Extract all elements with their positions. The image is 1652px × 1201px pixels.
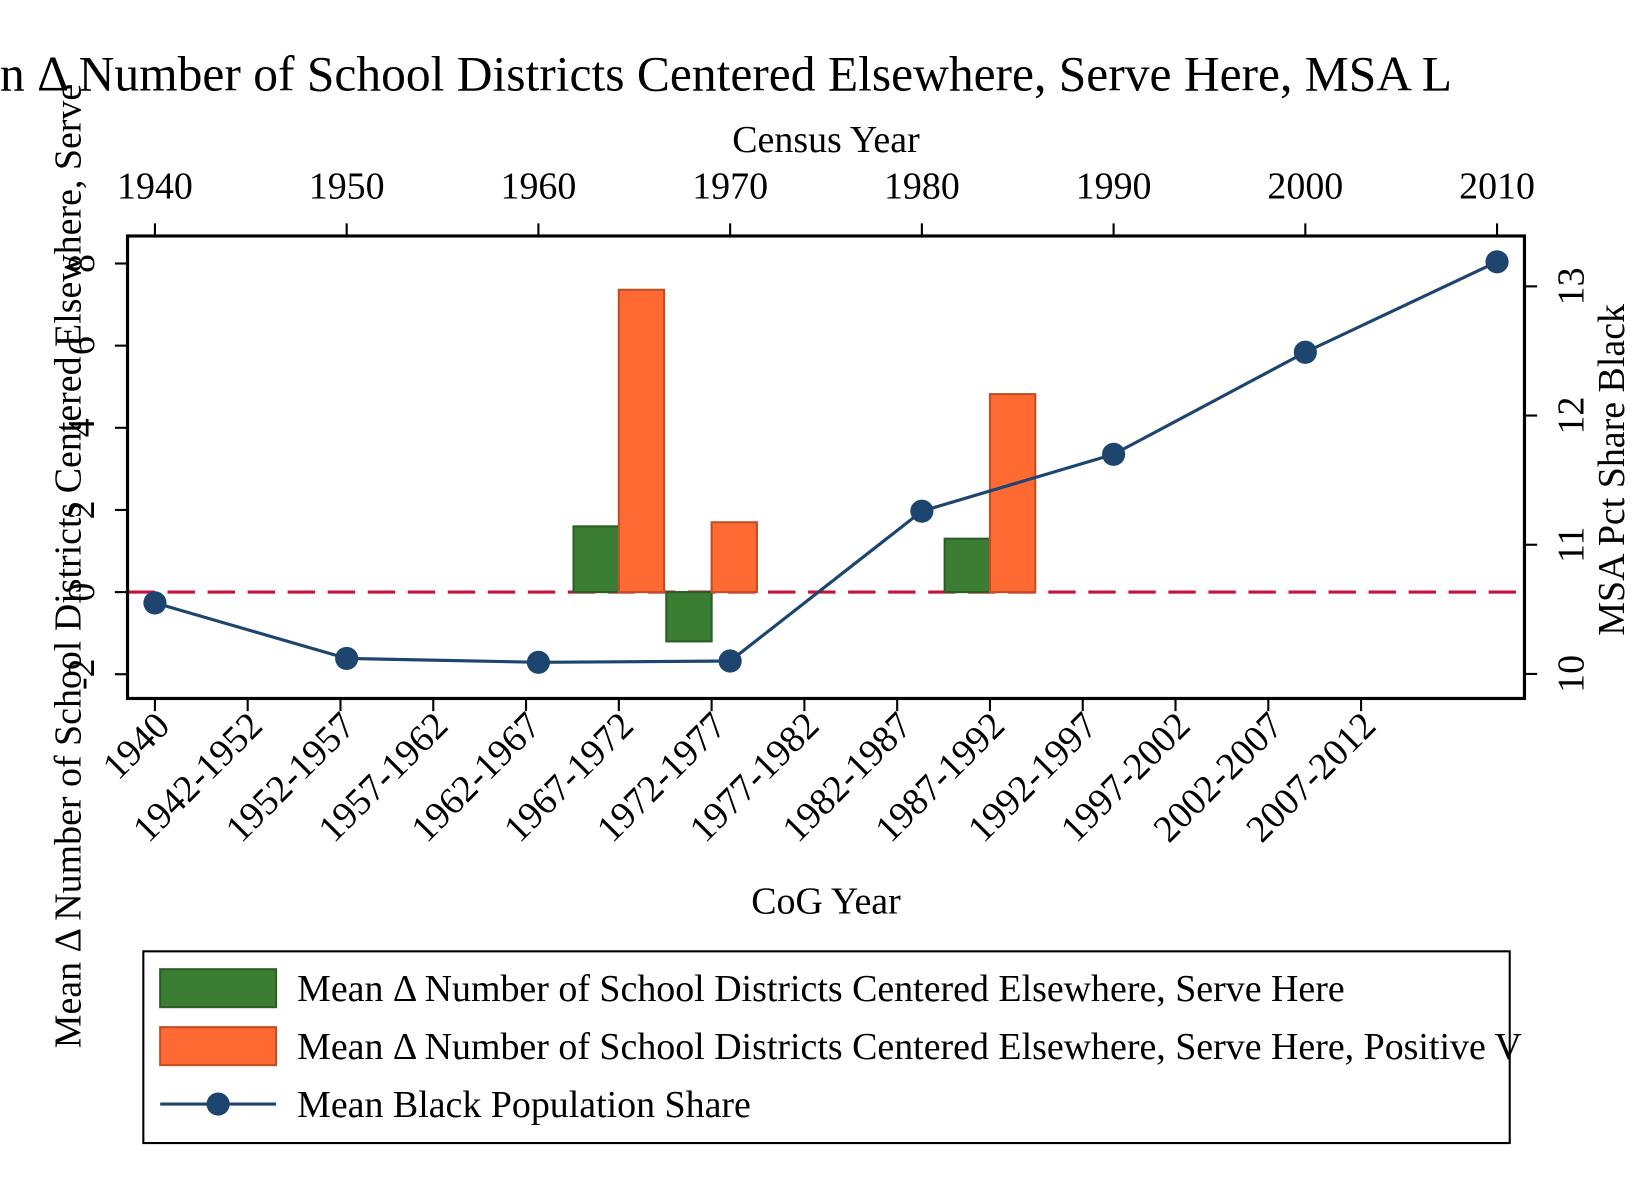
line-marker — [143, 591, 167, 615]
bar — [710, 521, 758, 594]
y-tick-label: -2 — [61, 658, 103, 690]
x2-tick-label: 2000 — [1267, 165, 1343, 207]
y-tick-label: 8 — [61, 254, 103, 273]
x2-tick-label: 1980 — [884, 165, 960, 207]
line-marker — [1293, 340, 1317, 364]
y2-tick-label: 13 — [1551, 267, 1593, 305]
legend-swatch — [159, 1026, 278, 1067]
y-tick-label: 2 — [61, 500, 103, 519]
legend-label: Mean Black Population Share — [297, 1084, 751, 1126]
bar — [988, 393, 1037, 594]
line — [154, 260, 1498, 664]
x-axis-title: CoG Year — [751, 881, 901, 923]
line-marker — [1102, 442, 1126, 466]
bar — [665, 591, 713, 643]
legend-swatch — [159, 968, 278, 1009]
legend-label: Mean Δ Number of School Districts Center… — [297, 968, 1345, 1010]
line-marker — [1485, 250, 1509, 274]
legend-label: Mean Δ Number of School Districts Center… — [297, 1026, 1522, 1068]
x2-tick-label: 1990 — [1076, 165, 1152, 207]
legend-marker — [206, 1092, 230, 1116]
x2-tick-label: 2010 — [1459, 165, 1535, 207]
y2-tick-label: 10 — [1551, 655, 1593, 693]
x2-axis-title: Census Year — [732, 119, 920, 161]
y-tick-label: 6 — [61, 336, 103, 355]
line-marker — [526, 650, 550, 674]
y2-tick-label: 12 — [1551, 397, 1593, 435]
x2-tick-label: 1950 — [309, 165, 385, 207]
bar — [943, 537, 992, 594]
x2-tick-label: 1970 — [692, 165, 768, 207]
x2-tick-label: 1960 — [500, 165, 576, 207]
y2-axis-title: MSA Pct Share Black — [1591, 304, 1633, 636]
legend-box — [142, 950, 1511, 1145]
line-marker — [335, 646, 359, 671]
x-tick-label: 1940 — [95, 704, 178, 787]
y2-tick-label: 11 — [1551, 526, 1593, 563]
chart-title: n Δ Number of School Districts Centered … — [0, 46, 1452, 101]
bar — [572, 525, 620, 594]
line-marker — [718, 649, 742, 673]
y-tick-label: 0 — [61, 583, 103, 602]
y-tick-label: 4 — [61, 418, 103, 437]
bar — [617, 288, 666, 594]
x2-tick-label: 1940 — [117, 165, 193, 207]
line-marker — [910, 499, 934, 523]
y-axis-title: Mean Δ Number of School Districts Center… — [47, 84, 89, 1048]
plot-frame — [125, 234, 1527, 701]
